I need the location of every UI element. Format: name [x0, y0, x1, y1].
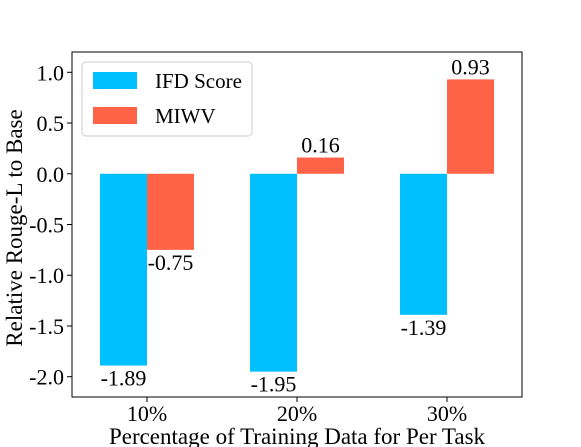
legend-swatch-miwv	[93, 107, 137, 124]
x-tick-label-2: 20%	[277, 401, 317, 426]
bar-miwv-1	[147, 173, 194, 250]
bar-miwv-3	[447, 79, 494, 174]
bar-ifd-score-2	[250, 173, 297, 372]
y-axis: -2.0 -1.5 -1.0 -0.5 0.0 0.5 1.0	[29, 60, 72, 390]
y-axis-label: Relative Rouge-L to Base	[2, 109, 27, 346]
x-axis-label: Percentage of Training Data for Per Task	[109, 424, 486, 447]
y-tick-label-7: 1.0	[37, 60, 65, 85]
legend-swatch-ifd-score	[93, 72, 137, 89]
y-tick-label-4: -0.5	[29, 213, 64, 238]
value-label-miwv-3: 0.93	[451, 54, 490, 79]
bar-ifd-score-1	[100, 173, 147, 366]
value-labels-layer: -1.89 -0.75 -1.95 0.16 -1.39 0.93	[101, 54, 490, 396]
value-label-miwv-1: -0.75	[148, 250, 194, 275]
x-tick-label-3: 30%	[427, 401, 467, 426]
value-label-ifd-score-3: -1.39	[401, 315, 447, 340]
y-tick-label-6: 0.5	[37, 111, 65, 136]
bar-ifd-score-3	[400, 173, 447, 315]
y-tick-label-1: -2.0	[29, 365, 64, 390]
value-label-miwv-2: 0.16	[301, 133, 340, 158]
bar-miwv-2	[297, 157, 344, 174]
value-label-ifd-score-1: -1.89	[101, 366, 147, 391]
y-tick-label-2: -1.5	[29, 314, 64, 339]
y-tick-label-5: 0.0	[37, 162, 65, 187]
value-label-ifd-score-2: -1.95	[251, 372, 297, 397]
legend-label-ifd-score: IFD Score	[155, 69, 242, 93]
x-axis: 10% 20% 30%	[127, 397, 467, 426]
legend-label-miwv: MIWV	[155, 104, 216, 128]
x-tick-label-1: 10%	[127, 401, 167, 426]
legend: IFD Score MIWV	[81, 61, 253, 137]
bars-layer	[100, 79, 494, 372]
y-tick-label-3: -1.0	[29, 263, 64, 288]
